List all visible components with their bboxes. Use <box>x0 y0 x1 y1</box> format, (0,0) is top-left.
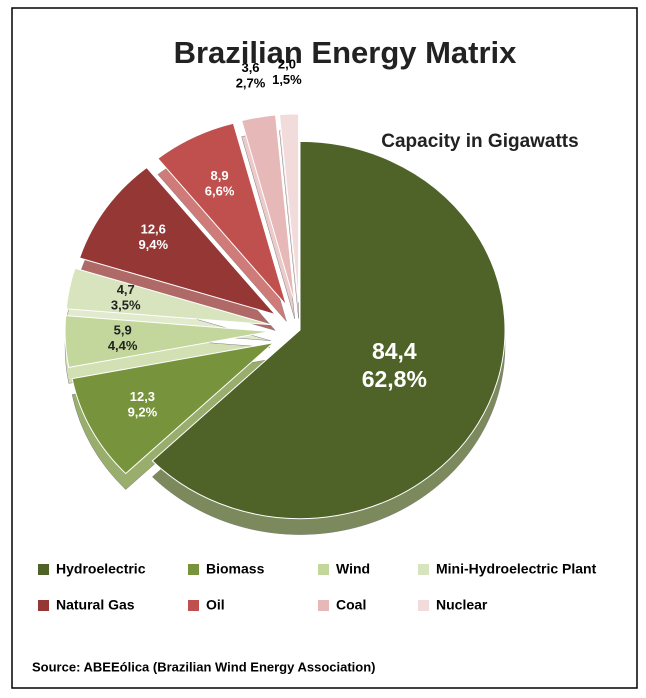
value-label: 2,0 <box>278 56 296 71</box>
slice <box>151 140 506 520</box>
percent-label: 3,5% <box>111 298 141 313</box>
slice <box>64 315 271 368</box>
legend-label: Coal <box>336 597 366 613</box>
legend-swatch <box>38 600 49 611</box>
value-label: 12,6 <box>141 222 166 237</box>
slice <box>71 341 276 475</box>
value-label: 5,9 <box>114 322 132 337</box>
legend-label: Hydroelectric <box>56 561 146 577</box>
value-label: 12,3 <box>130 389 155 404</box>
percent-label: 2,7% <box>236 76 266 91</box>
value-label: 8,9 <box>211 168 229 183</box>
legend-swatch <box>418 600 429 611</box>
percent-label: 62,8% <box>362 366 427 392</box>
chart-subtitle: Capacity in Gigawatts <box>381 131 578 152</box>
percent-label: 4,4% <box>108 338 138 353</box>
legend-label: Natural Gas <box>56 597 135 613</box>
chart-title: Brazilian Energy Matrix <box>174 35 518 70</box>
legend-label: Biomass <box>206 561 265 577</box>
legend-swatch <box>188 600 199 611</box>
slice <box>157 122 287 306</box>
legend-swatch <box>318 600 329 611</box>
legend-swatch <box>38 564 49 575</box>
value-label: 84,4 <box>372 338 417 364</box>
legend-swatch <box>418 564 429 575</box>
percent-label: 9,4% <box>138 237 168 252</box>
slice <box>241 114 296 303</box>
legend-swatch <box>188 564 199 575</box>
percent-label: 1,5% <box>272 72 302 87</box>
legend-label: Wind <box>336 561 370 577</box>
slice <box>78 166 277 316</box>
percent-label: 9,2% <box>128 405 158 420</box>
source: Source: ABEEólica (Brazilian Wind Energy… <box>32 659 375 674</box>
legend-label: Oil <box>206 597 225 613</box>
legend-label: Nuclear <box>436 597 488 613</box>
value-label: 4,7 <box>117 282 135 297</box>
value-label: 3,6 <box>241 60 259 75</box>
slice <box>65 267 271 326</box>
legend-label: Mini-Hydroelectric Plant <box>436 561 597 577</box>
slice <box>278 113 300 303</box>
legend-swatch <box>318 564 329 575</box>
percent-label: 6,6% <box>205 184 235 199</box>
